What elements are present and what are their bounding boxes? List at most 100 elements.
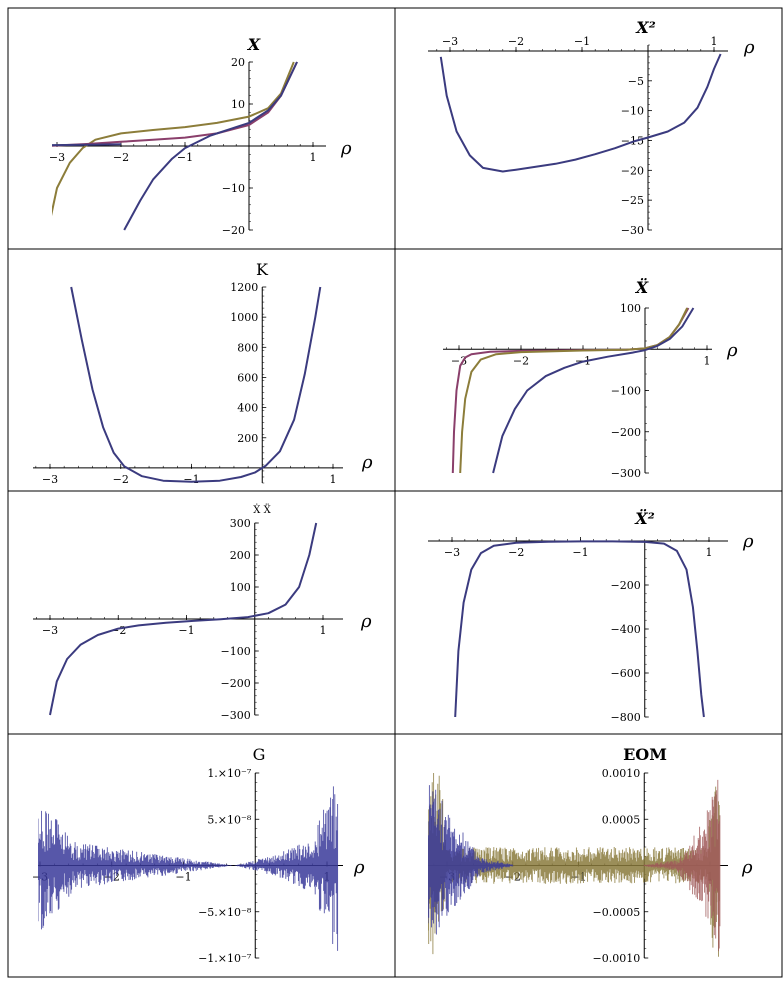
y-tick-label: −5.×10⁻⁸ (198, 906, 252, 919)
chart-title: EOM (623, 745, 667, 764)
x-tick-label: −3 (42, 473, 58, 486)
x-tick-label: 1 (704, 354, 711, 367)
y-tick-label: 10 (231, 98, 245, 111)
x-axis-label: ρ (361, 452, 373, 473)
y-tick-label: −600 (611, 667, 641, 680)
y-tick-label: 0.0010 (602, 767, 641, 780)
y-tick-label: 200 (230, 549, 251, 562)
chart-title: Ẍ (635, 277, 649, 297)
x-tick-label: −1 (183, 473, 199, 486)
chart-title: K (256, 260, 269, 279)
x-axis-label: ρ (360, 611, 372, 632)
y-tick-label: −0.0010 (593, 952, 641, 965)
y-tick-label: 1200 (230, 281, 258, 294)
series-line-2 (459, 307, 689, 474)
chart-title: X² (635, 18, 655, 37)
y-tick-label: 200 (237, 432, 258, 445)
series-line-2 (52, 61, 298, 147)
chart-title: X (247, 35, 261, 54)
x-axis-label: ρ (743, 37, 755, 58)
x-axis-label: ρ (340, 138, 352, 159)
x-tick-label: −2 (508, 35, 524, 48)
chart-title: Ẍ² (634, 508, 654, 528)
noise-series-3 (643, 779, 721, 952)
series-line-1 (49, 522, 318, 716)
chart-title: Ẋ Ẍ (253, 504, 271, 516)
series-line-4 (52, 143, 122, 147)
series-line-1 (52, 61, 295, 217)
x-tick-label: 1 (310, 151, 317, 164)
y-tick-label: −20 (222, 224, 245, 237)
y-tick-label: −5 (628, 75, 644, 88)
x-tick-label: −3 (42, 624, 58, 637)
y-tick-label: 800 (237, 341, 258, 354)
y-tick-label: −30 (621, 224, 644, 237)
y-tick-label: −0.0005 (593, 906, 641, 919)
y-tick-label: −200 (611, 579, 641, 592)
chart-panel-6: −3 −2 −1 1 −200 −400 −600 −800 Ẍ² ρ (428, 508, 754, 724)
noise-path (38, 786, 339, 951)
y-tick-label: −1.×10⁻⁷ (198, 952, 252, 965)
series-line-1 (451, 307, 690, 474)
noise-series-1 (38, 786, 339, 951)
y-tick-label: −300 (611, 467, 641, 480)
x-tick-label: −2 (113, 151, 129, 164)
x-tick-label: −2 (113, 473, 129, 486)
x-tick-label: −1 (178, 624, 194, 637)
y-tick-label: −800 (611, 711, 641, 724)
y-tick-label: −10 (621, 105, 644, 118)
y-tick-label: 600 (237, 371, 258, 384)
x-tick-label: 1 (330, 473, 337, 486)
y-tick-label: −20 (621, 164, 644, 177)
y-tick-label: 300 (230, 517, 251, 530)
x-tick-label: −3 (444, 546, 460, 559)
y-tick-label: 100 (230, 581, 251, 594)
x-tick-label: 1 (706, 546, 713, 559)
x-tick-label: −1 (572, 546, 588, 559)
series-line-1 (70, 286, 322, 483)
series-line-3 (123, 61, 298, 231)
x-tick-label: −2 (508, 546, 524, 559)
x-axis-label: ρ (726, 340, 738, 361)
x-axis-label: ρ (742, 531, 754, 552)
x-tick-label: −3 (451, 354, 467, 367)
x-tick-label: −1 (175, 871, 191, 884)
y-tick-label: −100 (221, 645, 251, 658)
y-tick-label: −100 (611, 385, 641, 398)
x-tick-label: −3 (442, 35, 458, 48)
y-tick-label: 1000 (230, 311, 258, 324)
chart-title: G (253, 745, 266, 764)
noise-path (428, 785, 514, 935)
y-tick-label: −400 (611, 623, 641, 636)
y-tick-label: −200 (611, 426, 641, 439)
x-tick-label: −1 (177, 151, 193, 164)
y-tick-label: 0.0005 (602, 813, 641, 826)
y-tick-label: 1.×10⁻⁷ (207, 767, 252, 780)
y-tick-label: −300 (221, 709, 251, 722)
x-tick-label: 1 (711, 35, 718, 48)
x-tick-label: −1 (574, 35, 590, 48)
series-line-1 (454, 540, 705, 718)
chart-panel-7: −3 −2 −1 11.×10⁻⁷5.×10⁻⁸−5.×10⁻⁸−1.×10⁻⁷Gρ (32, 745, 365, 965)
x-axis-label: ρ (353, 857, 365, 878)
y-tick-label: 100 (620, 302, 641, 315)
x-tick-label: 1 (320, 624, 327, 637)
series-line-3 (492, 307, 695, 474)
y-tick-label: 5.×10⁻⁸ (207, 813, 252, 826)
y-tick-label: −25 (621, 194, 644, 207)
y-tick-label: −200 (221, 677, 251, 690)
y-tick-label: 400 (237, 402, 258, 415)
x-tick-label: −3 (49, 151, 65, 164)
y-tick-label: 20 (231, 56, 245, 69)
noise-series-2 (428, 785, 514, 935)
x-axis-label: ρ (741, 857, 753, 878)
y-tick-label: −10 (222, 182, 245, 195)
noise-path (643, 779, 721, 952)
